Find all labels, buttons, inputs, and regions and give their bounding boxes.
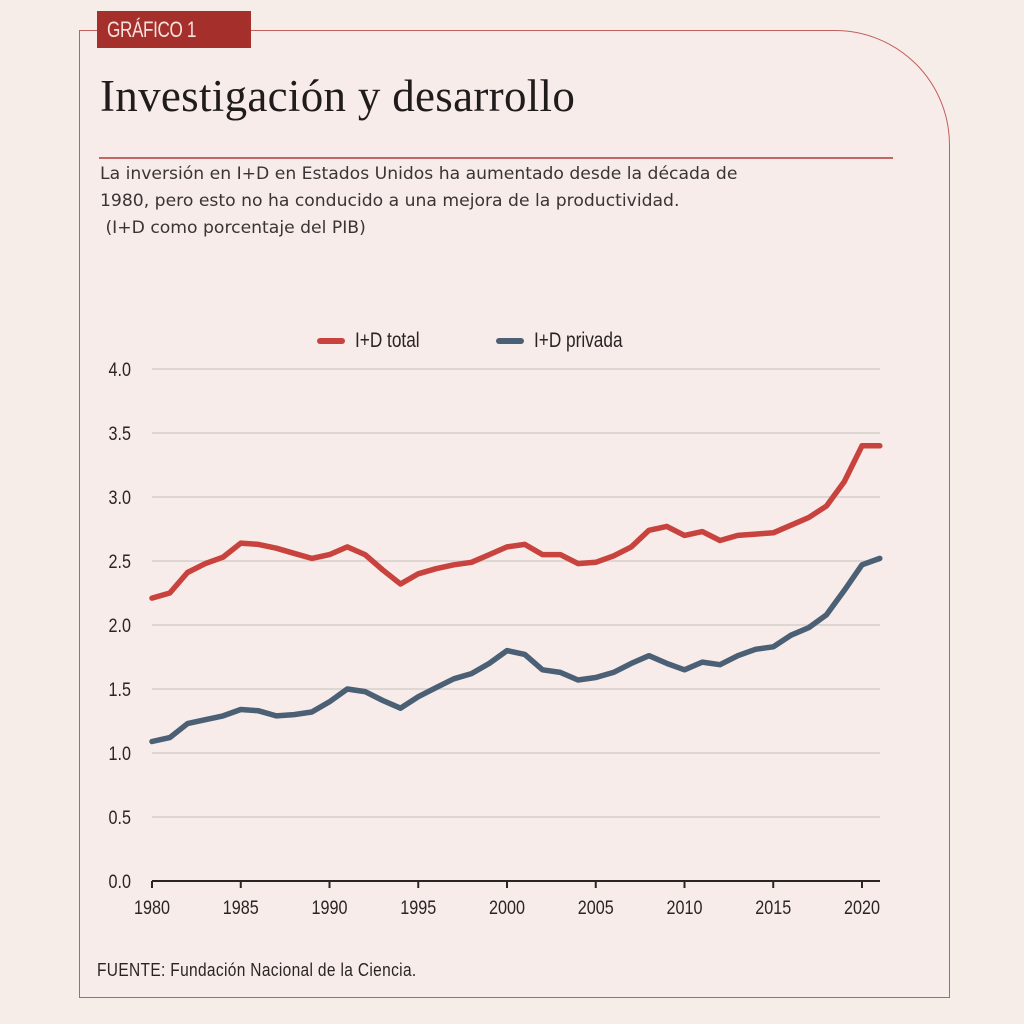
x-tick-label: 2005 [578,897,614,919]
y-tick-label: 4.0 [109,359,132,381]
chart-legend: I+D total I+D privada [317,327,704,355]
legend-item-privada: I+D privada [495,329,642,353]
y-tick-label: 2.5 [109,551,132,573]
x-tick-label: 2020 [844,897,880,919]
y-tick-label: 3.5 [109,423,132,445]
x-tick-label: 2000 [489,897,525,919]
x-tick-label: 1980 [134,897,170,919]
subtitle-line: (I+D como porcentaje del PIB) [100,218,366,238]
title-divider [99,157,893,159]
y-tick-label: 3.0 [109,487,132,509]
y-tick-label: 1.5 [109,679,132,701]
legend-label-privada: I+D privada [533,329,623,352]
x-tick-label: 2015 [755,897,791,919]
x-tick-label: 2010 [667,897,703,919]
chart-subtitle: La inversión en I+D en Estados Unidos ha… [100,161,900,242]
legend-label-total: I+D total [355,329,420,352]
series-line-privada [149,555,883,745]
x-tick-label: 1995 [400,897,436,919]
chart-title: Investigación y desarrollo [100,71,576,121]
y-tick-label: 0.0 [109,871,132,893]
legend-swatch-privada [495,338,524,344]
y-tick-label: 2.0 [109,615,132,637]
legend-swatch-total [317,338,345,344]
y-tick-label: 0.5 [109,807,132,829]
legend-item-total: I+D total [317,329,434,353]
figure-badge-label: GRÁFICO 1 [107,17,196,42]
source-note: FUENTE: Fundación Nacional de la Ciencia… [97,960,469,981]
figure-badge: GRÁFICO 1 [97,11,252,48]
source-text: FUENTE: Fundación Nacional de la Ciencia… [97,960,417,980]
series-line-total [149,443,883,601]
chart-frame [79,30,950,998]
x-tick-label: 1990 [312,897,348,919]
y-tick-label: 1.0 [109,743,132,765]
subtitle-line: 1980, pero esto no ha conducido a una me… [100,191,680,211]
subtitle-line: La inversión en I+D en Estados Unidos ha… [100,164,738,184]
x-tick-label: 1985 [223,897,259,919]
